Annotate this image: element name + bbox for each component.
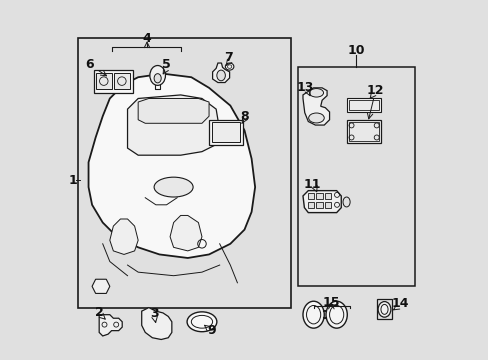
Polygon shape: [380, 304, 387, 315]
Bar: [209, 120, 242, 145]
Ellipse shape: [149, 66, 165, 85]
Bar: [316, 193, 322, 199]
Bar: [78, 38, 290, 307]
Bar: [94, 70, 133, 93]
Text: 9: 9: [207, 324, 216, 337]
Bar: [96, 73, 111, 89]
Polygon shape: [142, 307, 171, 339]
Ellipse shape: [377, 302, 390, 317]
Polygon shape: [127, 95, 219, 155]
Ellipse shape: [216, 70, 225, 81]
Bar: [316, 202, 322, 208]
Text: 15: 15: [322, 296, 339, 309]
Text: 2: 2: [95, 306, 103, 319]
Polygon shape: [303, 88, 329, 125]
Polygon shape: [170, 215, 202, 251]
Bar: [325, 202, 331, 208]
Ellipse shape: [309, 89, 323, 97]
Bar: [325, 193, 331, 199]
Text: 1: 1: [68, 174, 77, 186]
Text: 14: 14: [391, 297, 408, 310]
Ellipse shape: [303, 301, 324, 328]
Bar: [297, 67, 414, 286]
Text: 3: 3: [149, 307, 158, 320]
Polygon shape: [138, 99, 209, 123]
Text: 11: 11: [303, 178, 320, 191]
Polygon shape: [110, 219, 138, 255]
Text: 13: 13: [295, 81, 313, 94]
Text: 12: 12: [366, 84, 384, 97]
Polygon shape: [92, 279, 110, 293]
Ellipse shape: [154, 177, 193, 197]
Polygon shape: [303, 191, 341, 213]
Bar: [307, 202, 314, 208]
Text: 5: 5: [162, 58, 170, 71]
Text: 10: 10: [346, 44, 364, 57]
Ellipse shape: [308, 113, 324, 123]
Text: 4: 4: [142, 32, 151, 45]
Ellipse shape: [187, 312, 216, 332]
Bar: [114, 73, 129, 89]
Bar: [349, 122, 378, 141]
Bar: [211, 122, 240, 142]
Text: 8: 8: [240, 110, 248, 123]
Bar: [346, 120, 380, 143]
Bar: [346, 99, 380, 112]
Bar: [307, 193, 314, 199]
Text: 6: 6: [85, 58, 94, 71]
Ellipse shape: [154, 74, 161, 83]
Bar: [323, 310, 326, 319]
Polygon shape: [88, 74, 255, 258]
Text: 7: 7: [224, 51, 232, 64]
Ellipse shape: [325, 301, 346, 328]
Polygon shape: [99, 315, 122, 336]
Bar: [348, 100, 378, 110]
Polygon shape: [212, 63, 229, 82]
Ellipse shape: [225, 63, 233, 70]
